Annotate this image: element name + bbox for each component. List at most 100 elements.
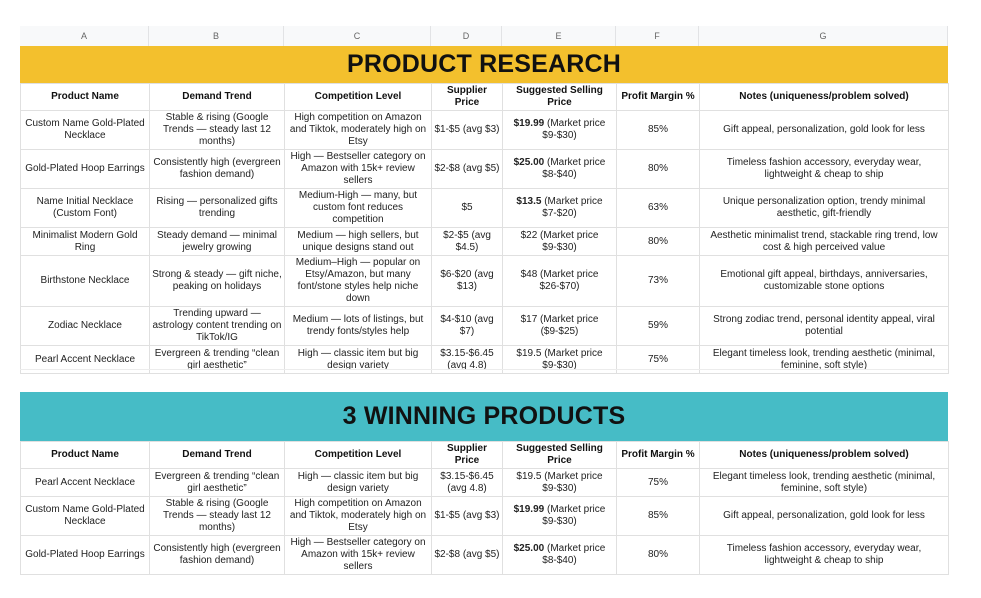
cell-selling-price[interactable]: $13.5 (Market price $7-$20) (502, 188, 617, 228)
cell-competition[interactable]: Medium — lots of listings, but trendy fo… (284, 306, 432, 346)
cell-selling-price[interactable]: $17 (Market price ($9-$25) (502, 306, 617, 346)
cell-demand-trend[interactable]: Consistently high (evergreen fashion dem… (149, 535, 285, 575)
table-row: Minimalist Modern Gold Ring Steady deman… (20, 227, 949, 256)
table-row: Birthstone Necklace Strong & steady — gi… (20, 255, 949, 307)
market-price: (Market price $26-$70) (539, 269, 599, 292)
cell-competition[interactable]: High — Bestseller category on Amazon wit… (284, 149, 432, 189)
cell-supplier-price[interactable]: $5 (431, 188, 503, 228)
cell-profit-margin[interactable]: 85% (616, 110, 700, 150)
header-demand-trend[interactable]: Demand Trend (149, 83, 285, 111)
column-header-e[interactable]: E (502, 26, 616, 46)
cell-selling-price[interactable]: $19.99 (Market price $9-$30) (502, 110, 617, 150)
product-research-banner[interactable]: PRODUCT RESEARCH (20, 46, 948, 83)
header-notes[interactable]: Notes (uniqueness/problem solved) (699, 83, 949, 111)
cell-product-name[interactable]: Custom Name Gold-Plated Necklace (20, 110, 150, 150)
header-profit-margin[interactable]: Profit Margin % (616, 441, 700, 469)
cell-competition[interactable]: Medium-High — many, but custom font redu… (284, 188, 432, 228)
header-supplier-price[interactable]: Supplier Price (431, 441, 503, 469)
market-price: (Market price $8-$40) (542, 543, 606, 566)
cell-notes[interactable]: Timeless fashion accessory, everyday wea… (699, 149, 949, 189)
cell-notes[interactable]: Elegant timeless look, trending aestheti… (699, 468, 949, 497)
cell-profit-margin[interactable]: 63% (616, 188, 700, 228)
cell-notes[interactable]: Emotional gift appeal, birthdays, annive… (699, 255, 949, 307)
cell-competition[interactable]: High competition on Amazon and Tiktok, m… (284, 110, 432, 150)
header-profit-margin[interactable]: Profit Margin % (616, 83, 700, 111)
column-header-c[interactable]: C (284, 26, 431, 46)
cell-product-name[interactable]: Gold-Plated Hoop Earrings (20, 149, 150, 189)
cell-profit-margin[interactable]: 80% (616, 149, 700, 189)
cell-competition[interactable]: Medium–High — popular on Etsy/Amazon, bu… (284, 255, 432, 307)
header-competition-level[interactable]: Competition Level (284, 83, 432, 111)
header-competition-level[interactable]: Competition Level (284, 441, 432, 469)
table-row: Name Initial Necklace (Custom Font) Risi… (20, 188, 949, 228)
cell-competition[interactable]: High — classic item but big design varie… (284, 468, 432, 497)
cell-profit-margin[interactable]: 73% (616, 255, 700, 307)
winning-products-title: 3 WINNING PRODUCTS (342, 402, 626, 430)
cell-notes[interactable]: Strong zodiac trend, personal identity a… (699, 306, 949, 346)
cell-demand-trend[interactable]: Stable & rising (Google Trends — steady … (149, 110, 285, 150)
column-header-a[interactable]: A (20, 26, 149, 46)
cell-notes[interactable]: Aesthetic minimalist trend, stackable ri… (699, 227, 949, 256)
cell-demand-trend[interactable]: Strong & steady — gift niche, peaking on… (149, 255, 285, 307)
cell-notes[interactable]: Gift appeal, personalization, gold look … (699, 496, 949, 536)
header-notes[interactable]: Notes (uniqueness/problem solved) (699, 441, 949, 469)
cell-supplier-price[interactable]: $2-$8 (avg $5) (431, 535, 503, 575)
cell-selling-price[interactable]: $22 (Market price $9-$30) (502, 227, 617, 256)
cell-product-name[interactable]: Birthstone Necklace (20, 255, 150, 307)
cell-selling-price[interactable]: $25.00 (Market price $8-$40) (502, 149, 617, 189)
product-research-table: Product Name Demand Trend Competition Le… (20, 83, 949, 374)
cell-selling-price[interactable]: $19.99 (Market price $9-$30) (502, 496, 617, 536)
cell-selling-price[interactable]: $25.00 (Market price $8-$40) (502, 535, 617, 575)
header-selling-price[interactable]: Suggested Selling Price (502, 83, 617, 111)
cell-notes[interactable]: Unique personalization option, trendy mi… (699, 188, 949, 228)
price-value: $48 (520, 269, 538, 280)
cell-supplier-price[interactable]: $1-$5 (avg $3) (431, 496, 503, 536)
price-value: $22 (520, 229, 538, 241)
cell-demand-trend[interactable]: Trending upward — astrology content tren… (149, 306, 285, 346)
cell-supplier-price[interactable]: $1-$5 (avg $3) (431, 110, 503, 150)
cell-selling-price[interactable]: $48 (Market price $26-$70) (502, 255, 617, 307)
header-selling-price[interactable]: Suggested Selling Price (502, 441, 617, 469)
cell-profit-margin[interactable]: 59% (616, 306, 700, 346)
column-header-g[interactable]: G (699, 26, 948, 46)
cell-demand-trend[interactable]: Consistently high (evergreen fashion dem… (149, 149, 285, 189)
cell-supplier-price[interactable]: $3.15-$6.45 (avg 4.8) (431, 468, 503, 497)
cell-product-name[interactable]: Zodiac Necklace (20, 306, 150, 346)
cell-product-name[interactable]: Gold-Plated Hoop Earrings (20, 535, 150, 575)
cell-supplier-price[interactable]: $4-$10 (avg $7) (431, 306, 503, 346)
cell-demand-trend[interactable]: Steady demand — minimal jewelry growing (149, 227, 285, 256)
column-header-d[interactable]: D (431, 26, 502, 46)
cell-product-name[interactable]: Custom Name Gold-Plated Necklace (20, 496, 150, 536)
cell-supplier-price[interactable]: $2-$5 (avg $4.5) (431, 227, 503, 256)
cell-profit-margin[interactable]: 85% (616, 496, 700, 536)
header-product-name[interactable]: Product Name (20, 441, 150, 469)
winning-products-table: Product Name Demand Trend Competition Le… (20, 441, 949, 575)
cell-product-name[interactable]: Minimalist Modern Gold Ring (20, 227, 150, 256)
cell-supplier-price[interactable]: $2-$8 (avg $5) (431, 149, 503, 189)
cell-profit-margin[interactable]: 80% (616, 227, 700, 256)
cell-notes[interactable]: Gift appeal, personalization, gold look … (699, 110, 949, 150)
cell-selling-price[interactable]: $19.5 (Market price $9-$30) (502, 468, 617, 497)
cell-profit-margin[interactable]: 80% (616, 535, 700, 575)
column-header-b[interactable]: B (149, 26, 284, 46)
header-product-name[interactable]: Product Name (20, 83, 150, 111)
cell-demand-trend[interactable]: Stable & rising (Google Trends — steady … (149, 496, 285, 536)
winning-products-banner[interactable]: 3 WINNING PRODUCTS (20, 392, 948, 441)
header-row: Product Name Demand Trend Competition Le… (20, 83, 949, 111)
cell-notes[interactable]: Timeless fashion accessory, everyday wea… (699, 535, 949, 575)
cell-demand-trend[interactable]: Rising — personalized gifts trending (149, 188, 285, 228)
price-value: $19.99 (513, 504, 545, 515)
cell-product-name[interactable]: Name Initial Necklace (Custom Font) (20, 188, 150, 228)
column-header-f[interactable]: F (616, 26, 699, 46)
market-price: (Market price $9-$30) (542, 504, 606, 527)
cell-product-name[interactable]: Pearl Accent Necklace (20, 468, 150, 497)
header-demand-trend[interactable]: Demand Trend (149, 441, 285, 469)
cell-supplier-price[interactable]: $6-$20 (avg $13) (431, 255, 503, 307)
table-row: Gold-Plated Hoop Earrings Consistently h… (20, 149, 949, 189)
cell-profit-margin[interactable]: 75% (616, 468, 700, 497)
cell-demand-trend[interactable]: Evergreen & trending “clean girl aesthet… (149, 468, 285, 497)
cell-competition[interactable]: High competition on Amazon and Tiktok, m… (284, 496, 432, 536)
cell-competition[interactable]: Medium — high sellers, but unique design… (284, 227, 432, 256)
cell-competition[interactable]: High — Bestseller category on Amazon wit… (284, 535, 432, 575)
header-supplier-price[interactable]: Supplier Price (431, 83, 503, 111)
